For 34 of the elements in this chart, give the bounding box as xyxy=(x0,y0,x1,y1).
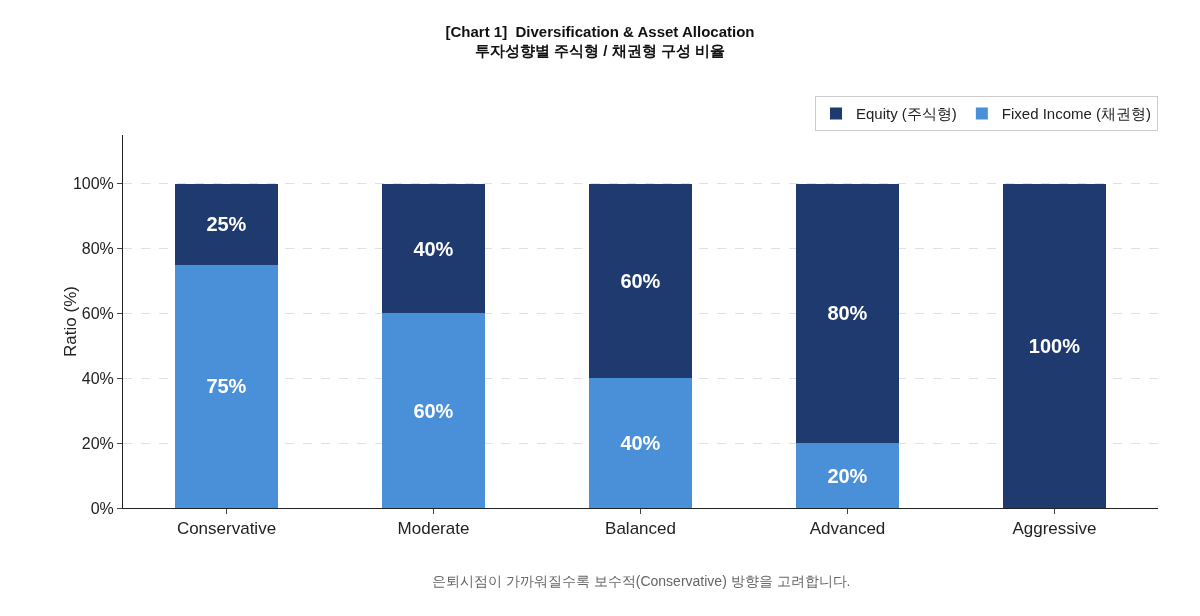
x-tick-label: Advanced xyxy=(809,519,886,539)
data-label: 100% xyxy=(1028,334,1081,357)
bar xyxy=(588,378,693,508)
y-tick-label: 40% xyxy=(81,369,114,387)
bar xyxy=(1002,183,1107,508)
y-tick-label: 100% xyxy=(72,175,114,193)
y-axis-title: Ratio (%) xyxy=(60,286,80,357)
bar xyxy=(381,313,486,508)
chart-title: [Chart 1] Diversification & Asset Allocation 투자성향별 주식형 / 채권형 구성 비율 xyxy=(445,22,755,60)
bar xyxy=(174,183,279,265)
legend-label: Fixed Income (채권형) xyxy=(1001,105,1152,123)
bar xyxy=(795,183,900,444)
text: 은퇴시점이 가까워질수록 보수적(Conservative) 방향을 고려합니다. xyxy=(432,573,851,589)
data-label: 60% xyxy=(413,399,454,422)
x-tick-label: Aggressive xyxy=(1012,519,1097,539)
bar xyxy=(381,183,486,314)
y-tick-label: 60% xyxy=(81,304,114,322)
y-tick-label: 80% xyxy=(81,240,114,258)
x-tick-label: Conservative xyxy=(176,519,277,539)
bar xyxy=(588,183,693,379)
data-label: 40% xyxy=(620,432,661,455)
data-label: 75% xyxy=(206,375,247,398)
bar xyxy=(795,443,900,508)
bar xyxy=(174,264,279,508)
y-tick-label: 0% xyxy=(90,499,114,517)
data-label: 20% xyxy=(827,464,868,487)
y-tick-label: 20% xyxy=(81,434,114,452)
data-label: 80% xyxy=(827,302,868,325)
legend-label: Equity (주식형) xyxy=(856,105,957,123)
data-label: 25% xyxy=(206,213,247,236)
data-label: 60% xyxy=(620,269,661,292)
x-tick-label: Balanced xyxy=(605,519,676,539)
x-tick-label: Moderate xyxy=(397,519,470,539)
data-label: 40% xyxy=(413,237,454,260)
